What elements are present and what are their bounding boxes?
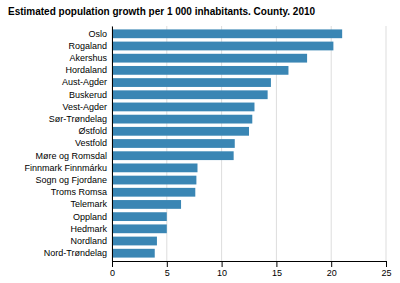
category-label: Sør-Trøndelag — [49, 114, 107, 124]
bar — [112, 139, 235, 148]
bar — [112, 188, 195, 197]
value-tick: 25 — [381, 261, 391, 278]
bar — [112, 200, 181, 209]
grid-line — [112, 26, 113, 261]
category-tick: Rogaland — [68, 41, 107, 51]
tick-mark — [386, 261, 387, 267]
category-tick: Sogn og Fjordane — [35, 175, 107, 185]
category-label: Nordland — [70, 236, 107, 246]
bar — [112, 90, 268, 99]
category-tick: Møre og Romsdal — [35, 151, 107, 161]
bar — [112, 176, 196, 185]
category-label: Hedmark — [70, 224, 107, 234]
tick-mark — [222, 261, 223, 267]
value-tick: 15 — [272, 261, 282, 278]
grid — [112, 26, 386, 261]
tick-label: 25 — [381, 268, 391, 278]
category-label: Østfold — [78, 126, 107, 136]
bar — [112, 115, 252, 124]
bar — [112, 151, 234, 160]
category-tick: Nord-Trøndelag — [44, 248, 107, 258]
category-tick: Nordland — [70, 236, 107, 246]
tick-mark — [276, 261, 277, 267]
tick-mark — [331, 261, 332, 267]
grid-line — [386, 26, 387, 261]
category-tick: Oppland — [73, 212, 107, 222]
category-tick: Telemark — [70, 199, 107, 209]
value-axis-line — [113, 262, 387, 268]
tick-label: 5 — [165, 268, 170, 278]
bar — [112, 163, 197, 172]
category-label: Oppland — [73, 212, 107, 222]
value-tick: 10 — [217, 261, 227, 278]
bar — [112, 127, 249, 136]
category-tick: Akershus — [69, 53, 107, 63]
category-tick: Hordaland — [65, 65, 107, 75]
bar — [112, 29, 342, 38]
value-tick: 20 — [327, 261, 337, 278]
category-tick: Hedmark — [70, 224, 107, 234]
category-tick: Troms Romsa — [51, 187, 107, 197]
tick-label: 15 — [272, 268, 282, 278]
tick-label: 10 — [217, 268, 227, 278]
category-label: Troms Romsa — [51, 187, 107, 197]
value-tick: 5 — [165, 261, 170, 278]
value-axis: 0 5 10 15 20 25 — [110, 261, 392, 278]
category-label: Hordaland — [65, 65, 107, 75]
category-axis: Nord-Trøndelag Nordland Hedmark Oppland Tele… — [24, 27, 112, 262]
tick-label: 0 — [110, 268, 115, 278]
category-label: Buskerud — [69, 90, 107, 100]
chart: Estimated population growth per 1 000 in… — [0, 0, 400, 283]
bar — [112, 224, 167, 233]
bar — [112, 42, 333, 51]
bar — [112, 66, 288, 75]
category-tick: Finnmark Finnmárku — [24, 163, 107, 173]
bar — [112, 103, 254, 112]
category-label: Aust-Agder — [62, 77, 107, 87]
bar — [112, 54, 307, 63]
tick-mark — [112, 261, 113, 267]
plot: 0 5 10 15 20 25 Nord-Trøndelag Nordland Hedmark O… — [24, 26, 391, 278]
category-tick: Vestfold — [75, 138, 107, 148]
chart-container: Estimated population growth per 1 000 in… — [0, 0, 400, 283]
category-label: Nord-Trøndelag — [44, 248, 107, 258]
category-axis-line — [112, 27, 113, 262]
bar — [112, 237, 157, 246]
category-label: Rogaland — [68, 41, 107, 51]
bar — [112, 249, 155, 258]
bar — [112, 212, 167, 221]
category-tick: Østfold — [78, 126, 107, 136]
category-label: Sogn og Fjordane — [35, 175, 107, 185]
category-label: Vest-Agder — [62, 102, 107, 112]
tick-mark — [167, 261, 168, 267]
grid-line — [331, 26, 332, 261]
category-label: Vestfold — [75, 138, 107, 148]
category-tick: Buskerud — [69, 90, 107, 100]
bars — [112, 29, 342, 257]
category-label: Møre og Romsdal — [35, 151, 107, 161]
category-tick: Oslo — [88, 29, 107, 39]
bar — [112, 78, 271, 87]
category-label: Telemark — [70, 199, 107, 209]
value-tick: 0 — [110, 261, 115, 278]
tick-label: 20 — [327, 268, 337, 278]
category-label: Finnmark Finnmárku — [24, 163, 107, 173]
category-label: Akershus — [69, 53, 107, 63]
category-tick: Vest-Agder — [62, 102, 107, 112]
category-label: Oslo — [88, 29, 107, 39]
category-tick: Aust-Agder — [62, 77, 107, 87]
title: Estimated population growth per 1 000 in… — [8, 6, 316, 17]
category-tick: Sør-Trøndelag — [49, 114, 107, 124]
